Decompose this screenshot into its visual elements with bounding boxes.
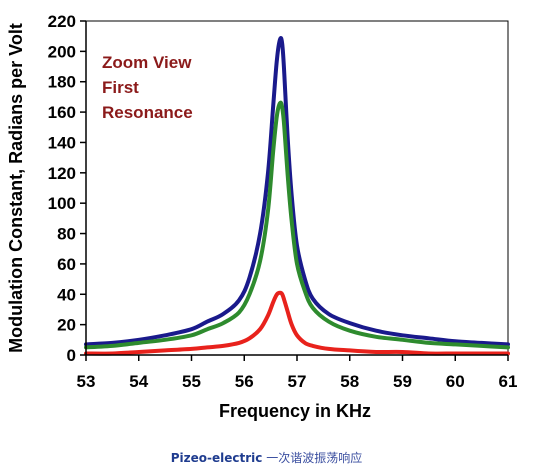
annotation-line-3: Resonance xyxy=(102,103,193,122)
annotation-box: Zoom View First Resonance xyxy=(94,44,239,134)
green-series-line xyxy=(84,100,510,350)
red-series-line xyxy=(84,290,510,356)
x-tick-label: 59 xyxy=(393,372,412,391)
y-tick-label: 60 xyxy=(57,255,76,274)
y-tick-label: 100 xyxy=(48,194,76,213)
x-tick-label: 54 xyxy=(129,372,148,391)
annotation-line-2: First xyxy=(102,78,139,97)
y-tick-label: 180 xyxy=(48,73,76,92)
x-tick-label: 61 xyxy=(499,372,518,391)
y-tick-label: 140 xyxy=(48,133,76,152)
x-tick-label: 56 xyxy=(235,372,254,391)
x-axis-title: Frequency in KHz xyxy=(219,401,371,421)
y-tick-label: 200 xyxy=(48,42,76,61)
y-tick-label: 80 xyxy=(57,225,76,244)
y-tick-label: 20 xyxy=(57,316,76,335)
ticks-layer: 53 54 55 56 57 58 59 60 61 0 20 40 60 80 100 120 140 160 1… xyxy=(48,12,518,391)
annotation-line-1: Zoom View xyxy=(102,53,192,72)
figure-caption: Pizeo-electric 一次谐波振荡响应 xyxy=(0,449,533,466)
y-tick-label: 40 xyxy=(57,285,76,304)
caption-chinese: 一次谐波振荡响应 xyxy=(262,451,363,465)
y-tick-label: 160 xyxy=(48,103,76,122)
y-tick-label: 120 xyxy=(48,164,76,183)
y-tick-label: 0 xyxy=(67,346,76,365)
x-tick-label: 57 xyxy=(288,372,307,391)
y-axis-title: Modulation Constant, Radians per Volt xyxy=(6,23,26,353)
blue-series-line xyxy=(84,36,510,347)
series-layer xyxy=(84,36,510,356)
y-tick-label: 220 xyxy=(48,12,76,31)
x-tick-label: 60 xyxy=(446,372,465,391)
caption-english: Pizeo-electric xyxy=(170,451,263,465)
x-tick-label: 58 xyxy=(340,372,359,391)
x-tick-label: 55 xyxy=(182,372,201,391)
x-tick-label: 53 xyxy=(77,372,96,391)
annotation-background xyxy=(94,44,239,134)
